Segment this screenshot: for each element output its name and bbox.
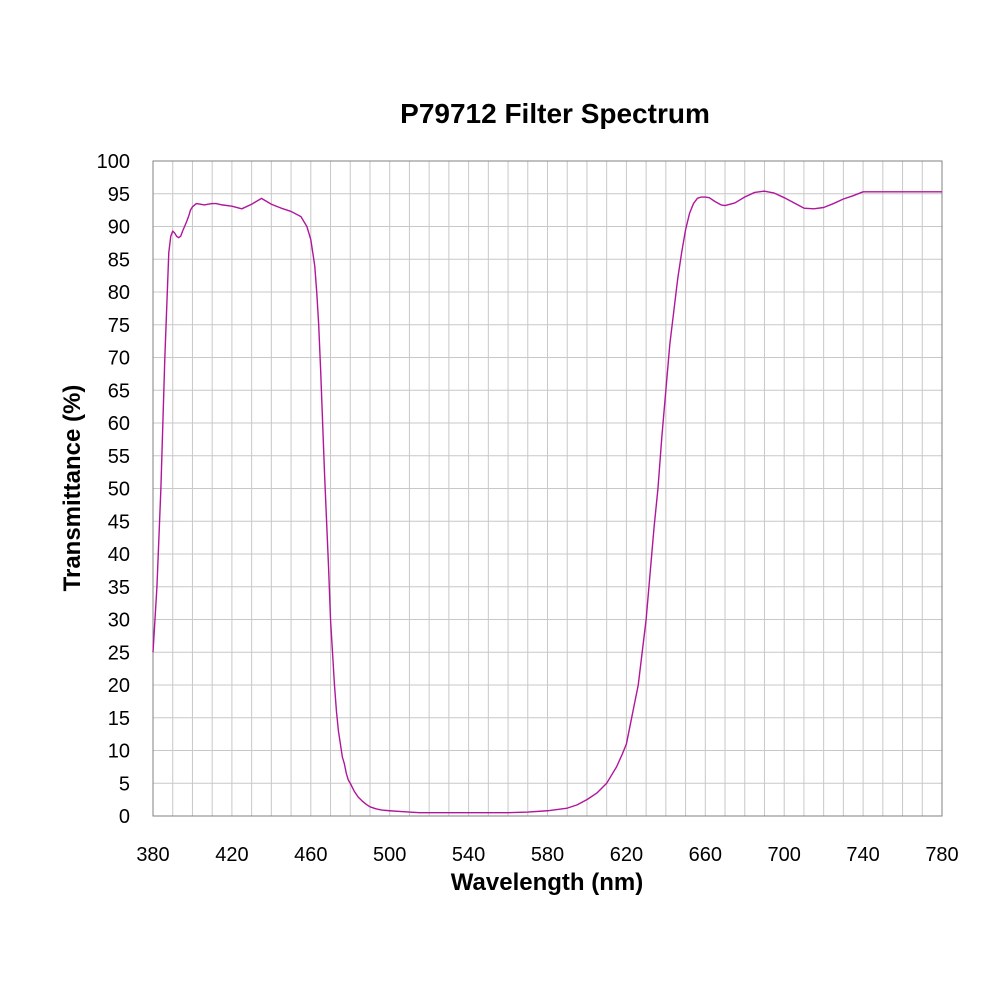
- transmittance-series-line: [152, 190, 942, 814]
- y-tick-label: 5: [119, 773, 130, 795]
- y-tick-label: 70: [108, 348, 130, 370]
- y-tick-label: 65: [108, 380, 130, 402]
- y-tick-label: 60: [108, 413, 130, 435]
- x-tick-label: 540: [452, 844, 485, 866]
- y-tick-label: 10: [108, 741, 130, 763]
- y-tick-label: 40: [108, 544, 130, 566]
- y-tick-label: 15: [108, 708, 130, 730]
- y-axis-label: Transmittance (%): [59, 385, 86, 592]
- x-tick-label: 700: [768, 844, 801, 866]
- x-tick-label: 780: [925, 844, 958, 866]
- x-tick-labels: 380 420 460 500 540 580 620 660 700 740 780: [136, 844, 958, 866]
- x-tick-label: 380: [136, 844, 169, 866]
- y-tick-label: 25: [108, 642, 130, 664]
- x-tick-label: 500: [373, 844, 406, 866]
- y-tick-label: 45: [108, 511, 130, 533]
- y-tick-label: 20: [108, 675, 130, 697]
- y-tick-label: 90: [108, 217, 130, 239]
- y-tick-labels: 0 5 10 15 20 25 30 35 40 45 50 55 60 65 70 75 80 85 90 95 10…: [97, 151, 130, 828]
- grid: [153, 161, 942, 816]
- y-tick-label: 85: [108, 249, 130, 271]
- x-tick-label: 660: [689, 844, 722, 866]
- chart-title: P79712 Filter Spectrum: [400, 98, 710, 129]
- x-tick-label: 740: [846, 844, 879, 866]
- y-tick-label: 95: [108, 184, 130, 206]
- y-tick-label: 30: [108, 610, 130, 632]
- y-tick-label: 0: [119, 806, 130, 828]
- plot-frame: [152, 160, 943, 817]
- y-tick-label: 35: [108, 577, 130, 599]
- y-tick-label: 75: [108, 315, 130, 337]
- x-axis-label: Wavelength (nm): [451, 869, 643, 896]
- x-tick-label: 460: [294, 844, 327, 866]
- x-tick-label: 580: [531, 844, 564, 866]
- y-tick-label: 100: [97, 151, 130, 173]
- y-tick-label: 80: [108, 282, 130, 304]
- x-tick-label: 420: [215, 844, 248, 866]
- x-tick-label: 620: [610, 844, 643, 866]
- y-tick-label: 55: [108, 446, 130, 468]
- y-tick-label: 50: [108, 479, 130, 501]
